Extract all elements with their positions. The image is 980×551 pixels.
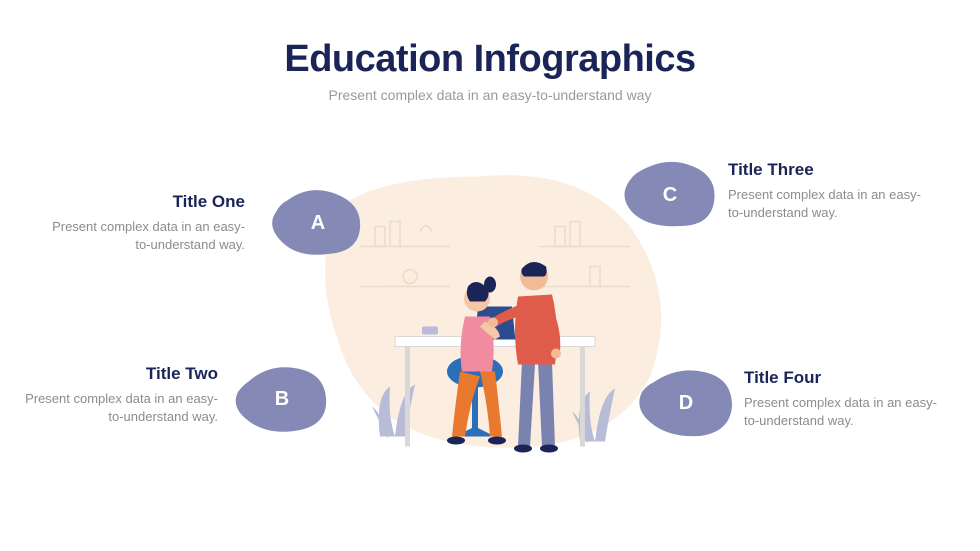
item-one-title: Title One <box>45 192 245 212</box>
blob-letter-d: D <box>679 392 693 415</box>
blob-c: C <box>622 160 718 230</box>
blob-letter-a: A <box>311 212 325 235</box>
item-three-title: Title Three <box>728 160 928 180</box>
item-two-title: Title Two <box>18 364 218 384</box>
item-two: Title Two Present complex data in an eas… <box>18 364 218 426</box>
blob-a: A <box>270 188 366 258</box>
item-two-desc: Present complex data in an easy-to-under… <box>18 390 218 426</box>
blob-b: B <box>234 364 330 434</box>
canvas: A Title One Present complex data in an e… <box>0 0 980 551</box>
blob-d: D <box>638 368 734 438</box>
item-four-desc: Present complex data in an easy-to-under… <box>744 394 944 430</box>
blob-letter-c: C <box>663 184 677 207</box>
item-one-desc: Present complex data in an easy-to-under… <box>45 218 245 254</box>
item-four: Title Four Present complex data in an ea… <box>744 368 944 430</box>
item-three: Title Three Present complex data in an e… <box>728 160 928 222</box>
item-three-desc: Present complex data in an easy-to-under… <box>728 186 928 222</box>
item-four-title: Title Four <box>744 368 944 388</box>
item-one: Title One Present complex data in an eas… <box>45 192 245 254</box>
blob-letter-b: B <box>275 388 289 411</box>
